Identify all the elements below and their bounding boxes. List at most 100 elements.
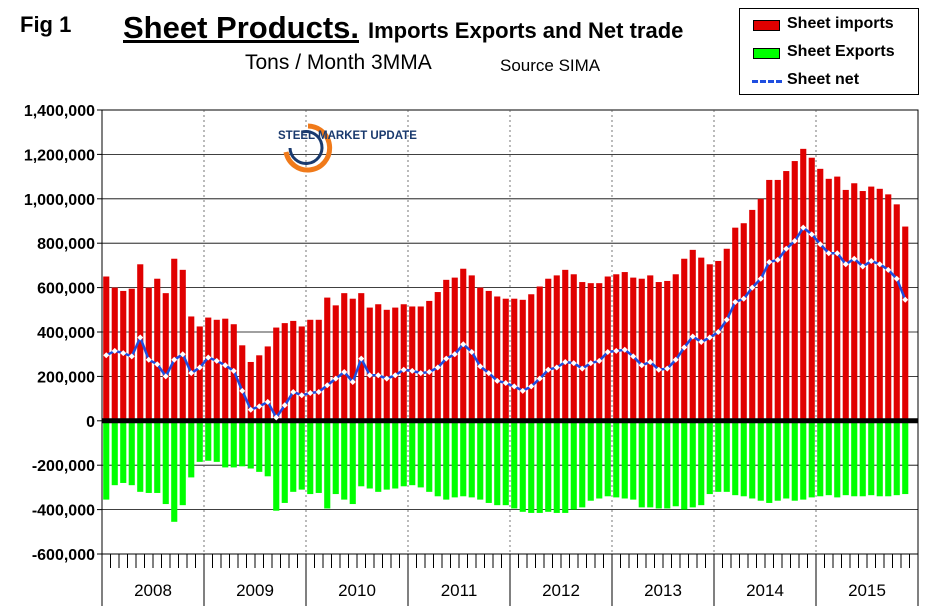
import-bar — [630, 277, 637, 421]
import-bar — [485, 290, 492, 421]
net-point — [137, 334, 144, 341]
export-bar — [137, 420, 144, 492]
export-bar — [604, 420, 611, 497]
export-bar — [757, 420, 764, 501]
import-bar — [315, 319, 322, 421]
import-bar — [579, 282, 586, 421]
export-bar — [630, 420, 637, 500]
net-point — [400, 366, 407, 373]
import-bar — [876, 188, 883, 421]
net-point — [621, 346, 628, 353]
net-point — [477, 363, 484, 370]
net-point — [460, 341, 467, 348]
import-bar — [341, 293, 348, 421]
net-point — [757, 275, 764, 282]
export-bar — [562, 420, 569, 513]
export-bar — [162, 420, 169, 505]
export-bar — [902, 420, 909, 495]
y-tick-label: 800,000 — [37, 236, 95, 253]
net-point — [664, 365, 671, 372]
net-point — [876, 261, 883, 268]
import-bar — [851, 183, 858, 421]
export-bar — [808, 420, 815, 498]
import-bar — [885, 194, 892, 421]
export-bar — [111, 420, 118, 486]
net-point — [808, 231, 815, 238]
net-point — [672, 356, 679, 363]
net-point — [511, 383, 518, 390]
export-bar — [545, 420, 552, 512]
export-bar — [613, 420, 620, 498]
net-point — [392, 372, 399, 379]
export-bar — [120, 420, 127, 483]
y-axis: 1,400,000 1,200,000 1,000,000 800,000 600,00… — [24, 103, 102, 564]
legend-label-net: Sheet net — [787, 71, 860, 88]
net-point — [188, 370, 195, 377]
export-bar — [145, 420, 152, 493]
x-tick-label: 2014 — [746, 581, 784, 600]
import-bar — [902, 226, 909, 421]
net-point — [536, 375, 543, 382]
x-tick-label: 2009 — [236, 581, 274, 600]
export-bar — [103, 420, 110, 500]
export-bar — [587, 420, 594, 501]
net-point — [145, 356, 152, 363]
y-tick-label: -400,000 — [32, 503, 95, 520]
net-point — [545, 366, 552, 373]
import-bar — [179, 269, 186, 421]
export-bar — [655, 420, 662, 509]
export-bar — [681, 420, 688, 510]
logo-swoosh-icon — [283, 123, 333, 173]
export-bar — [528, 420, 535, 513]
net-point — [859, 263, 866, 270]
net-point — [154, 361, 161, 368]
export-bar — [171, 420, 178, 522]
export-bar — [400, 420, 407, 487]
net-point — [579, 365, 586, 372]
net-point — [324, 382, 331, 389]
import-bar — [842, 189, 849, 421]
net-point — [689, 333, 696, 340]
net-point — [494, 377, 501, 384]
export-bar — [247, 420, 254, 469]
legend-item-net: Sheet net — [740, 71, 918, 91]
export-bar — [460, 420, 467, 497]
export-bar — [851, 420, 858, 497]
import-bar — [502, 298, 509, 421]
export-bar — [281, 420, 288, 503]
import-bar — [519, 299, 526, 421]
export-bar — [672, 420, 679, 507]
export-bar — [621, 420, 628, 499]
net-point — [783, 245, 790, 252]
x-tick-label: 2015 — [848, 581, 886, 600]
net-point — [604, 348, 611, 355]
export-bar — [392, 420, 399, 489]
import-bar — [757, 198, 764, 421]
export-bar — [800, 420, 807, 500]
import-bar — [740, 223, 747, 421]
import-bar — [774, 179, 781, 421]
export-bar — [579, 420, 586, 508]
net-point — [825, 250, 832, 257]
y-tick-label: 600,000 — [37, 281, 95, 298]
legend-swatch-net — [752, 80, 782, 83]
net-point — [817, 241, 824, 248]
net-point — [341, 368, 348, 375]
import-bar — [570, 274, 577, 421]
import-bar — [621, 272, 628, 421]
export-bar — [349, 420, 356, 505]
net-point — [613, 347, 620, 354]
import-bar — [613, 274, 620, 421]
net-point — [834, 250, 841, 257]
net-point — [655, 366, 662, 373]
import-bar — [706, 264, 713, 421]
export-bar — [596, 420, 603, 499]
net-point — [205, 354, 212, 361]
export-bar — [477, 420, 484, 500]
import-bar — [451, 277, 458, 421]
net-point — [171, 356, 178, 363]
export-bar — [409, 420, 416, 486]
export-bar — [290, 420, 297, 492]
net-point — [103, 352, 110, 359]
